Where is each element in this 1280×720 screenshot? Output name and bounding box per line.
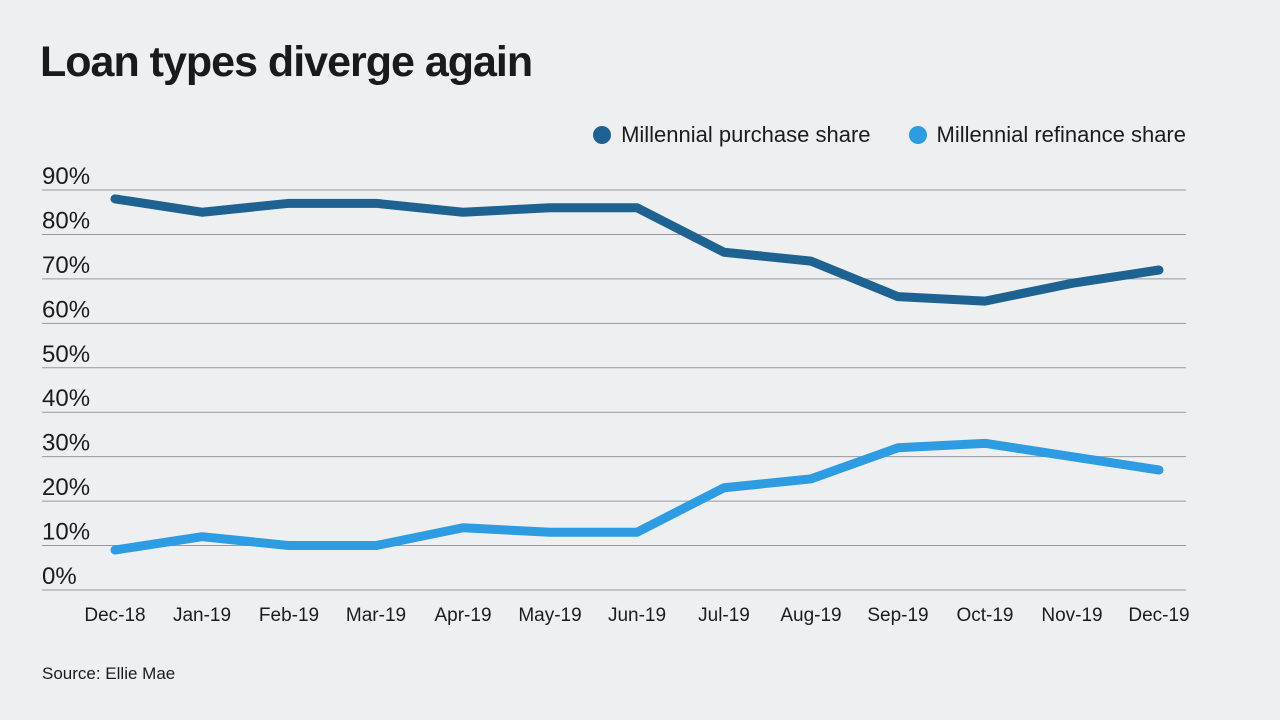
y-tick-label: 60% <box>42 296 90 323</box>
y-tick-label: 70% <box>42 252 90 279</box>
y-tick-label: 80% <box>42 207 90 234</box>
y-tick-label: 10% <box>42 519 90 546</box>
series-line-purchase <box>110 194 1164 306</box>
legend-item: Millennial purchase share <box>593 122 871 148</box>
x-tick-label: Mar-19 <box>346 605 406 626</box>
legend-label: Millennial refinance share <box>936 122 1186 147</box>
y-tick-label: 50% <box>42 341 90 368</box>
legend-label: Millennial purchase share <box>621 122 871 147</box>
x-tick-label: Jun-19 <box>608 605 666 626</box>
series-line-refinance <box>110 438 1164 555</box>
x-tick-label: Sep-19 <box>867 605 928 626</box>
x-tick-label: Jan-19 <box>173 605 231 626</box>
legend-item: Millennial refinance share <box>908 122 1186 148</box>
x-tick-label: Aug-19 <box>780 605 841 626</box>
x-tick-label: Oct-19 <box>956 605 1013 626</box>
x-tick-label: Dec-19 <box>1128 605 1189 626</box>
y-tick-label: 40% <box>42 385 90 412</box>
chart-title: Loan types diverge again <box>40 38 533 86</box>
y-tick-label: 90% <box>42 163 90 190</box>
y-tick-label: 20% <box>42 474 90 501</box>
y-tick-label: 30% <box>42 430 90 457</box>
x-tick-label: Feb-19 <box>259 605 319 626</box>
legend-dot-icon <box>593 126 612 144</box>
source-note: Source: Ellie Mae <box>42 664 176 683</box>
y-tick-label: 0% <box>42 563 77 590</box>
x-tick-label: Apr-19 <box>434 605 491 626</box>
legend-dot-icon <box>908 126 927 144</box>
chart-legend: Millennial purchase share Millennial refi… <box>593 122 1186 148</box>
x-tick-label: Jul-19 <box>698 605 750 626</box>
x-tick-label: May-19 <box>518 605 581 626</box>
x-tick-label: Dec-18 <box>84 605 145 626</box>
x-tick-label: Nov-19 <box>1041 605 1102 626</box>
